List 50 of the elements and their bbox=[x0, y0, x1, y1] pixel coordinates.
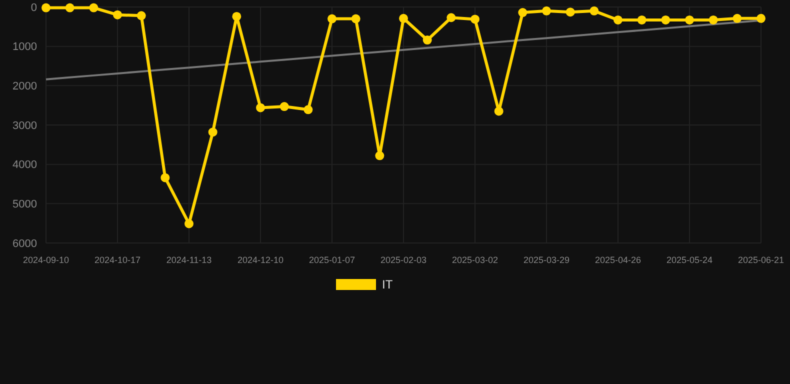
point bbox=[708, 15, 718, 24]
x-tick-label: 2025-02-03 bbox=[380, 255, 427, 265]
point bbox=[232, 12, 242, 21]
point bbox=[518, 8, 528, 18]
x-tick-label: 2025-03-29 bbox=[523, 255, 570, 265]
point bbox=[590, 6, 599, 16]
point bbox=[304, 105, 313, 114]
y-tick-label: 4000 bbox=[12, 159, 37, 172]
x-tick-label: 2024-11-13 bbox=[166, 255, 212, 265]
x-tick-label: 2025-01-07 bbox=[308, 255, 356, 265]
point bbox=[42, 3, 50, 12]
y-tick-label: 1000 bbox=[12, 41, 37, 54]
point bbox=[542, 6, 551, 16]
y-tick-label: 0 bbox=[30, 2, 37, 14]
point bbox=[65, 3, 74, 12]
x-tick-label: 2025-04-26 bbox=[594, 255, 642, 265]
point bbox=[328, 14, 336, 24]
point bbox=[256, 103, 265, 112]
y-tick-label: 5000 bbox=[12, 198, 37, 211]
point bbox=[136, 11, 146, 20]
y-tick-label: 2000 bbox=[12, 80, 37, 93]
legend-label: IT bbox=[382, 278, 394, 292]
point bbox=[160, 173, 170, 182]
x-tick-label: 2025-05-24 bbox=[666, 255, 713, 265]
x-tick-label: 2024-09-10 bbox=[22, 255, 70, 265]
y-tick-label: 3000 bbox=[12, 120, 37, 132]
x-tick-label: 2024-10-17 bbox=[94, 255, 141, 265]
point bbox=[614, 15, 622, 24]
point bbox=[685, 15, 694, 24]
point bbox=[113, 10, 122, 20]
point bbox=[637, 15, 646, 24]
point bbox=[494, 106, 504, 116]
y-tick-label: 6000 bbox=[12, 238, 37, 250]
point bbox=[208, 128, 218, 137]
point bbox=[422, 36, 432, 45]
point bbox=[280, 102, 289, 112]
x-tick-label: 2025-06-21 bbox=[738, 255, 784, 265]
point bbox=[184, 219, 194, 228]
x-tick-label: 2024-12-10 bbox=[237, 255, 284, 265]
point bbox=[399, 14, 408, 23]
point bbox=[732, 14, 742, 23]
point bbox=[375, 151, 384, 160]
point bbox=[566, 8, 575, 17]
point bbox=[756, 14, 766, 23]
point bbox=[89, 3, 98, 12]
point bbox=[661, 15, 670, 24]
point bbox=[446, 13, 456, 22]
point bbox=[351, 14, 360, 24]
point bbox=[470, 14, 480, 24]
x-tick-label: 2025-03-02 bbox=[452, 255, 498, 265]
